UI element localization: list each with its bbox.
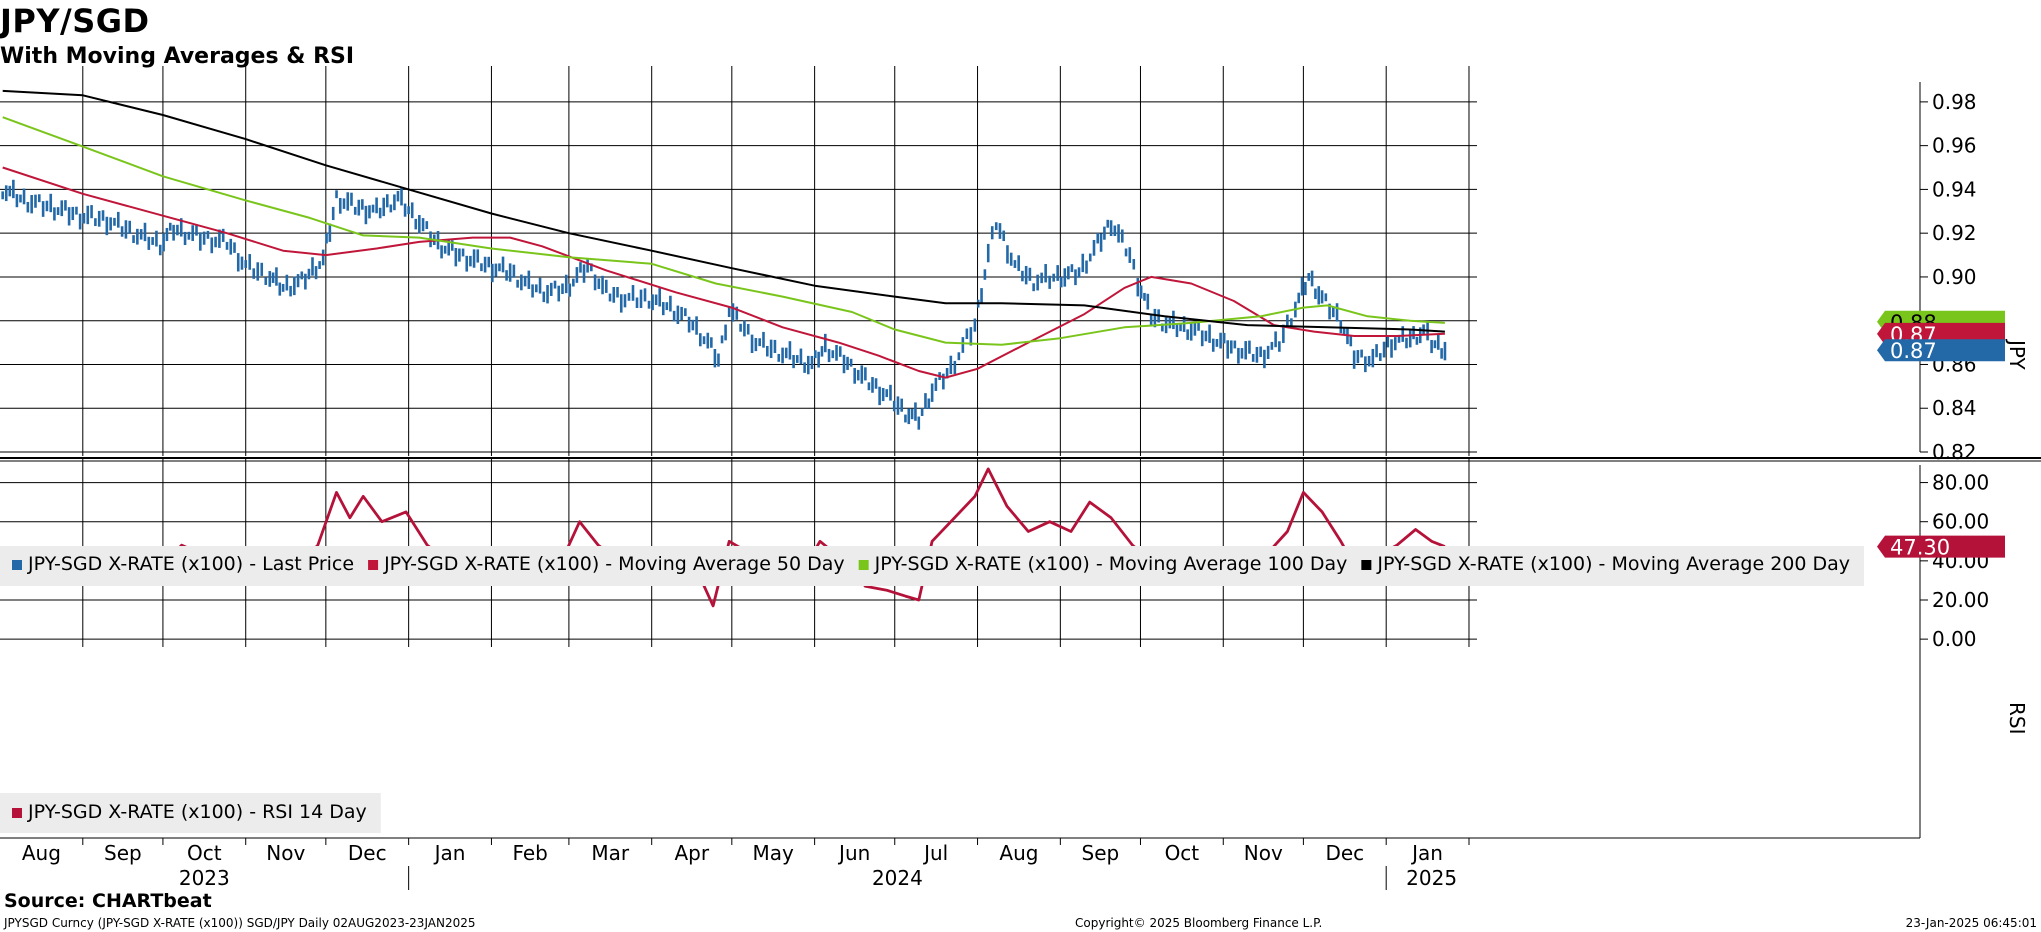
x-month-label: Jul xyxy=(922,841,948,865)
ma100-line xyxy=(2,116,1445,346)
footer-left: JPYSGD Curncy (JPY-SGD X-RATE (x100)) SG… xyxy=(4,916,476,930)
x-year-label: 2024 xyxy=(872,866,923,890)
price-tick-label: 0.82 xyxy=(1932,440,1977,464)
price-value-tag-shape xyxy=(1877,339,2005,362)
price-value-tag: 0.87 xyxy=(1877,339,2005,363)
x-month-label: Mar xyxy=(591,841,630,865)
rsi-tick-label: 60.00 xyxy=(1932,510,1989,534)
x-month-label: Aug xyxy=(999,841,1038,865)
ma50-line xyxy=(2,166,1445,379)
x-month-label: Dec xyxy=(1325,841,1364,865)
x-month-label: Aug xyxy=(22,841,61,865)
x-month-label: Jan xyxy=(433,841,466,865)
x-month-label: Jun xyxy=(837,841,870,865)
price-tick-label: 0.92 xyxy=(1932,221,1977,245)
ma50-legend-label: JPY-SGD X-RATE (x100) - Moving Average 5… xyxy=(383,553,845,575)
price-legend-label: JPY-SGD X-RATE (x100) - Last Price xyxy=(27,553,354,575)
footer-copyright: Copyright© 2025 Bloomberg Finance L.P. xyxy=(1075,916,1323,930)
x-year-label: 2025 xyxy=(1406,866,1457,890)
x-month-label: Jan xyxy=(1410,841,1443,865)
x-month-label: Nov xyxy=(266,841,305,865)
x-month-label: Apr xyxy=(674,841,709,865)
x-month-label: Feb xyxy=(512,841,547,865)
price-tick-label: 0.96 xyxy=(1932,134,1977,158)
ma200-legend-swatch xyxy=(1361,560,1372,570)
x-month-label: May xyxy=(753,841,795,865)
rsi-legend-box xyxy=(0,793,381,833)
price-panel-grid xyxy=(0,66,1477,456)
price-panel-series xyxy=(1,89,1447,430)
footer-timestamp: 23-Jan-2025 06:45:01 xyxy=(1905,916,2037,930)
price-tick-label: 0.94 xyxy=(1932,177,1977,201)
ma200-legend-label: JPY-SGD X-RATE (x100) - Moving Average 2… xyxy=(1376,553,1850,575)
x-month-label: Oct xyxy=(187,841,222,865)
rsi-value-tag-text: 47.30 xyxy=(1890,536,1950,560)
rsi-axis-label: RSI xyxy=(2005,702,2029,735)
price-tick-label: 0.90 xyxy=(1932,265,1977,289)
axes: 0.980.960.940.920.900.880.860.840.8280.0… xyxy=(0,82,2041,890)
rsi-tick-label: 20.00 xyxy=(1932,588,1989,612)
price-axis-label: JPY xyxy=(2005,338,2029,371)
rsi-tick-label: 80.00 xyxy=(1932,471,1989,495)
price-value-tag-text: 0.87 xyxy=(1890,339,1937,363)
x-year-label: 2023 xyxy=(179,866,230,890)
x-month-label: Sep xyxy=(1082,841,1120,865)
source-note: Source: CHARTbeat xyxy=(4,890,212,912)
x-month-label: Sep xyxy=(104,841,142,865)
rsi-value-tag-shape xyxy=(1877,535,2005,558)
price-legend-box xyxy=(0,546,1865,586)
legend: JPY-SGD X-RATE (x100) - Last Price JPY-SG… xyxy=(0,546,1865,833)
ma200-line xyxy=(2,89,1445,333)
x-month-label: Oct xyxy=(1165,841,1200,865)
chart-title: JPY/SGD xyxy=(0,2,150,40)
x-month-label: Dec xyxy=(348,841,387,865)
ma100-legend-swatch xyxy=(858,560,869,570)
price-legend-swatch xyxy=(12,560,22,570)
rsi-value-tag: 47.30 xyxy=(1877,535,2005,560)
price-tick-label: 0.98 xyxy=(1932,90,1977,114)
price-tick-label: 0.84 xyxy=(1932,396,1977,420)
rsi-tick-label: 0.00 xyxy=(1932,627,1977,651)
chart-subtitle: With Moving Averages & RSI xyxy=(0,44,355,69)
ma50-legend-swatch xyxy=(368,560,379,570)
rsi-legend-label: JPY-SGD X-RATE (x100) - RSI 14 Day xyxy=(27,801,367,823)
ma100-legend-label: JPY-SGD X-RATE (x100) - Moving Average 1… xyxy=(874,553,1348,575)
rsi-legend-swatch xyxy=(12,808,22,818)
x-month-label: Nov xyxy=(1244,841,1283,865)
